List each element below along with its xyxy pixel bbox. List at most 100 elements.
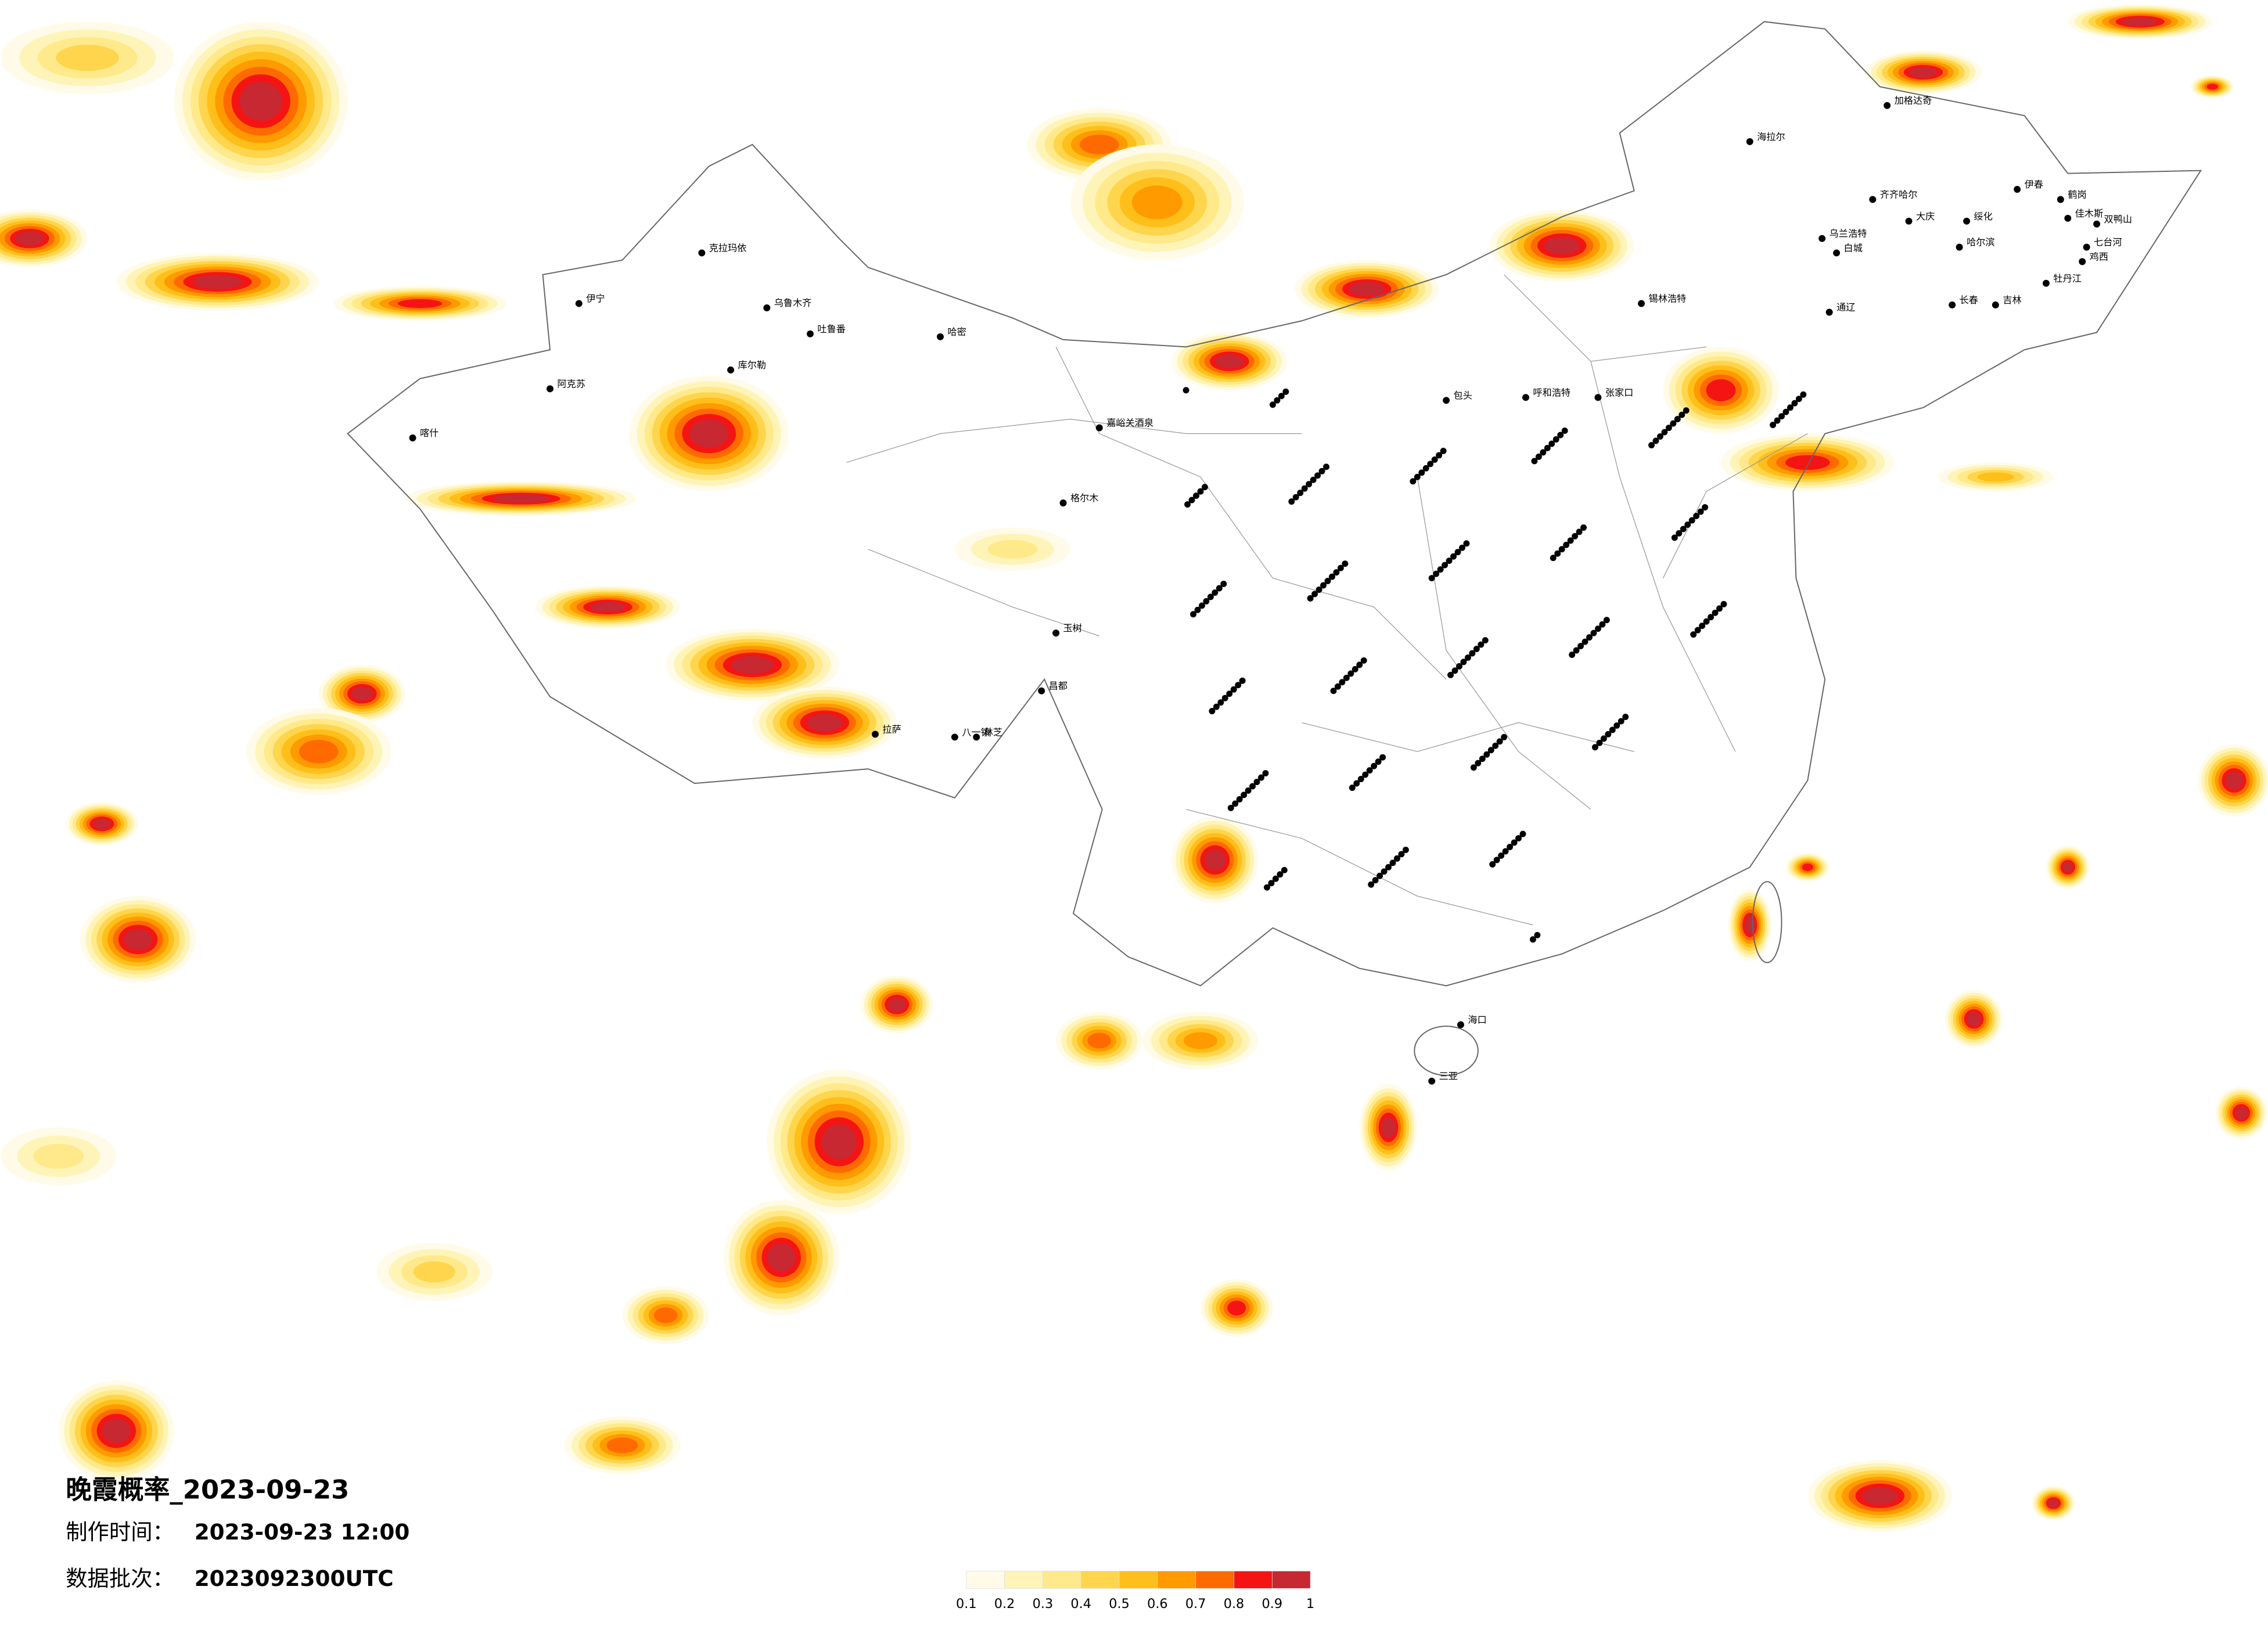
station-dot <box>1329 573 1335 580</box>
station-dot <box>1563 541 1570 548</box>
station-dot <box>1446 557 1453 564</box>
station-dot <box>1534 931 1541 938</box>
colorbar-segment <box>1119 1571 1158 1589</box>
station-dot <box>1216 585 1223 592</box>
probability-area <box>2062 862 2073 873</box>
city-dot <box>1884 102 1891 109</box>
station-dot <box>1282 388 1289 395</box>
city-dot <box>1594 394 1602 401</box>
station-dot <box>1795 395 1802 402</box>
city-dot <box>1746 138 1753 145</box>
station-dot <box>1656 433 1663 440</box>
station-dot <box>1558 546 1565 553</box>
station-dot <box>1213 703 1220 710</box>
city-label: 牡丹江 <box>2053 273 2081 284</box>
station-dot <box>1343 674 1350 681</box>
station-dot <box>1352 665 1358 672</box>
station-dot <box>1683 407 1690 414</box>
city-dot <box>2057 196 2064 203</box>
station-dot <box>1385 864 1392 870</box>
station-dot <box>1226 690 1233 697</box>
station-dot <box>1778 413 1785 420</box>
city-dot <box>409 434 416 442</box>
probability-area <box>888 997 906 1012</box>
station-dot <box>1548 440 1555 447</box>
probability-area <box>1802 863 1813 871</box>
station-dot <box>1487 747 1494 754</box>
probability-area <box>351 686 373 701</box>
station-dot <box>1561 427 1568 434</box>
station-dot <box>1456 663 1462 670</box>
colorbar-segment <box>1080 1571 1120 1589</box>
city-dot <box>1825 308 1833 316</box>
station-dot <box>1591 744 1598 751</box>
city-label: 林芝 <box>984 726 1002 738</box>
city-dot <box>807 330 814 337</box>
batch-label: 数据批次： <box>66 1566 174 1591</box>
city-dot <box>1443 397 1450 404</box>
probability-area <box>2122 17 2158 26</box>
probability-area <box>821 1124 857 1160</box>
station-dot <box>1567 537 1574 544</box>
station-dot <box>1330 688 1337 695</box>
city-dot <box>937 333 944 340</box>
city-dot <box>1052 629 1060 637</box>
station-dot <box>1671 534 1678 541</box>
station-dot <box>1190 611 1197 618</box>
station-dot <box>1557 431 1564 438</box>
station-dot <box>1648 442 1655 449</box>
city-dot <box>1038 687 1045 695</box>
city-label: 八一镇 <box>962 726 990 738</box>
probability-area <box>33 1143 84 1169</box>
station-dot <box>1596 739 1603 746</box>
station-dot <box>1770 422 1777 429</box>
station-dot <box>1613 722 1620 729</box>
station-dot <box>1469 650 1476 657</box>
hainan <box>1414 1026 1479 1076</box>
city-label: 哈密 <box>947 326 966 337</box>
station-dot <box>1337 564 1344 571</box>
station-dot <box>1281 866 1288 873</box>
colorbar-label: 0.3 <box>1033 1596 1054 1611</box>
station-dot <box>1603 617 1610 624</box>
province-borders <box>846 274 1808 926</box>
station-dot <box>1590 629 1597 636</box>
probability-area <box>1349 282 1385 296</box>
station-dot <box>1600 735 1607 742</box>
station-dot <box>1217 699 1224 706</box>
city-dot <box>1963 217 1971 225</box>
city-label: 大庆 <box>1916 211 1935 222</box>
colorbar-segment <box>1195 1571 1234 1589</box>
station-dot <box>1712 609 1719 616</box>
city-label: 乌兰浩特 <box>1830 228 1867 239</box>
probability-area <box>493 494 549 503</box>
city-label: 双鸭山 <box>2104 214 2132 225</box>
station-dot <box>1241 792 1248 798</box>
city-dot <box>1956 243 1963 251</box>
station-dot <box>1529 936 1536 943</box>
station-dot <box>1269 401 1276 408</box>
station-dot <box>1277 871 1284 878</box>
station-dot <box>1230 686 1237 693</box>
station-dot <box>1791 400 1798 406</box>
probability-area <box>987 539 1038 559</box>
city-label: 七台河 <box>2094 237 2122 248</box>
station-dot <box>1368 881 1375 888</box>
colorbar-segment <box>1004 1571 1043 1589</box>
city-dot <box>872 731 879 738</box>
probability-area <box>1087 1033 1112 1049</box>
city-dot <box>2064 214 2072 222</box>
station-dot <box>1362 771 1369 778</box>
station-dot <box>1249 783 1256 790</box>
station-dot <box>1519 830 1526 837</box>
probability-area <box>2206 84 2218 90</box>
probability-area <box>239 81 282 121</box>
station-dot <box>1253 779 1260 785</box>
station-dot <box>1460 659 1467 665</box>
station-dot <box>1535 454 1542 460</box>
station-dot <box>1184 501 1191 508</box>
station-dot <box>1609 726 1616 733</box>
city-dot <box>1992 301 1999 309</box>
city-dot <box>1905 217 1913 225</box>
probability-area <box>413 1261 455 1283</box>
